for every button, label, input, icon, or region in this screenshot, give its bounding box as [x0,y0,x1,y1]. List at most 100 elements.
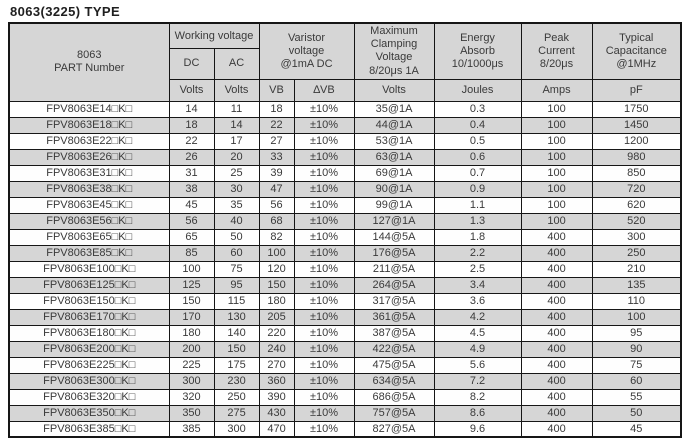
cell-capacitance-pf: 620 [591,196,682,214]
cell-clamping-voltage: 361@5A [353,308,435,326]
unit-vb: VB [258,78,295,102]
cell-dc-volts: 225 [168,356,215,374]
cell-delta-vb: ±10% [293,404,355,422]
cell-capacitance-pf: 60 [591,372,682,390]
cell-energy-joules: 1.1 [433,196,522,214]
cell-peak-amps: 400 [520,276,593,294]
cell-part-number: FPV8063E14□K□ [8,100,170,118]
table-row: FPV8063E85□K□ 85 60 100 ±10% 176@5A 2.2 400 250 [8,244,682,262]
unit-ac-volts: Volts [213,78,260,102]
cell-dc-volts: 22 [168,132,215,150]
cell-clamping-voltage: 53@1A [353,132,435,150]
cell-peak-amps: 400 [520,372,593,390]
cell-dc-volts: 320 [168,388,215,406]
cell-delta-vb: ±10% [293,164,355,182]
cell-part-number: FPV8063E38□K□ [8,180,170,198]
cell-dc-volts: 180 [168,324,215,342]
cell-vb: 180 [258,292,295,310]
cell-dc-volts: 170 [168,308,215,326]
cell-capacitance-pf: 210 [591,260,682,278]
cell-clamping-voltage: 211@5A [353,260,435,278]
cell-capacitance-pf: 90 [591,340,682,358]
cell-energy-joules: 8.2 [433,388,522,406]
cell-capacitance-pf: 75 [591,356,682,374]
table-row: FPV8063E18□K□ 18 14 22 ±10% 44@1A 0.4 100 1450 [8,116,682,134]
header-row-2: DC AC [9,48,681,80]
table-row: FPV8063E350□K□ 350 275 430 ±10% 757@5A 8.6 400 5… [8,404,682,422]
cell-ac-volts: 75 [213,260,260,278]
table-row: FPV8063E31□K□ 31 25 39 ±10% 69@1A 0.7 100 850 [8,164,682,182]
cell-ac-volts: 250 [213,388,260,406]
cell-ac-volts: 17 [213,132,260,150]
table-row: FPV8063E225□K□ 225 175 270 ±10% 475@5A 5.6 400 7… [8,356,682,374]
cell-energy-joules: 8.6 [433,404,522,422]
cell-dc-volts: 85 [168,244,215,262]
cell-peak-amps: 100 [520,164,593,182]
cell-ac-volts: 95 [213,276,260,294]
cell-energy-joules: 0.7 [433,164,522,182]
cell-delta-vb: ±10% [293,356,355,374]
cell-vb: 120 [258,260,295,278]
cell-part-number: FPV8063E385□K□ [8,420,170,438]
cell-part-number: FPV8063E45□K□ [8,196,170,214]
cell-capacitance-pf: 850 [591,164,682,182]
cell-energy-joules: 4.5 [433,324,522,342]
cell-ac-volts: 60 [213,244,260,262]
cell-dc-volts: 150 [168,292,215,310]
cell-dc-volts: 38 [168,180,215,198]
header-ac: AC [213,48,260,80]
cell-delta-vb: ±10% [293,148,355,166]
cell-clamping-voltage: 144@5A [353,228,435,246]
cell-capacitance-pf: 45 [591,420,682,438]
cell-clamping-voltage: 69@1A [353,164,435,182]
cell-capacitance-pf: 95 [591,324,682,342]
cell-vb: 270 [258,356,295,374]
cell-part-number: FPV8063E85□K□ [8,244,170,262]
cell-delta-vb: ±10% [293,116,355,134]
table-row: FPV8063E150□K□ 150 115 180 ±10% 317@5A 3.6 400 1… [8,292,682,310]
cell-capacitance-pf: 100 [591,308,682,326]
cell-peak-amps: 400 [520,388,593,406]
cell-peak-amps: 400 [520,356,593,374]
cell-capacitance-pf: 980 [591,148,682,166]
cell-peak-amps: 400 [520,244,593,262]
cell-peak-amps: 100 [520,116,593,134]
cell-dc-volts: 200 [168,340,215,358]
table-row: FPV8063E200□K□ 200 150 240 ±10% 422@5A 4.9 400 9… [8,340,682,358]
cell-clamping-voltage: 634@5A [353,372,435,390]
cell-peak-amps: 100 [520,196,593,214]
cell-ac-volts: 40 [213,212,260,230]
cell-vb: 100 [258,244,295,262]
cell-capacitance-pf: 55 [591,388,682,406]
cell-energy-joules: 1.3 [433,212,522,230]
cell-clamping-voltage: 757@5A [353,404,435,422]
table-row: FPV8063E45□K□ 45 35 56 ±10% 99@1A 1.1 100 620 [8,196,682,214]
cell-peak-amps: 100 [520,212,593,230]
cell-delta-vb: ±10% [293,244,355,262]
cell-capacitance-pf: 300 [591,228,682,246]
table-row: FPV8063E125□K□ 125 95 150 ±10% 264@5A 3.4 400 13… [8,276,682,294]
cell-part-number: FPV8063E65□K□ [8,228,170,246]
cell-ac-volts: 140 [213,324,260,342]
cell-vb: 22 [258,116,295,134]
cell-vb: 220 [258,324,295,342]
header-typical-capacitance: Typical Capacitance @1MHz [591,22,682,80]
varistor-spec-table: 8063 PART Number Working voltage Varisto… [8,22,683,439]
cell-clamping-voltage: 317@5A [353,292,435,310]
cell-energy-joules: 7.2 [433,372,522,390]
cell-energy-joules: 9.6 [433,420,522,438]
cell-part-number: FPV8063E18□K□ [8,116,170,134]
cell-part-number: FPV8063E31□K□ [8,164,170,182]
cell-delta-vb: ±10% [293,372,355,390]
cell-ac-volts: 25 [213,164,260,182]
unit-amps: Amps [520,78,593,102]
cell-clamping-voltage: 475@5A [353,356,435,374]
cell-ac-volts: 30 [213,180,260,198]
cell-vb: 470 [258,420,295,438]
table-row: FPV8063E385□K□ 385 300 470 ±10% 827@5A 9.6 400 4… [8,420,682,438]
cell-clamping-voltage: 35@1A [353,100,435,118]
unit-dc-volts: Volts [168,78,215,102]
cell-delta-vb: ±10% [293,196,355,214]
cell-clamping-voltage: 99@1A [353,196,435,214]
cell-capacitance-pf: 1450 [591,116,682,134]
